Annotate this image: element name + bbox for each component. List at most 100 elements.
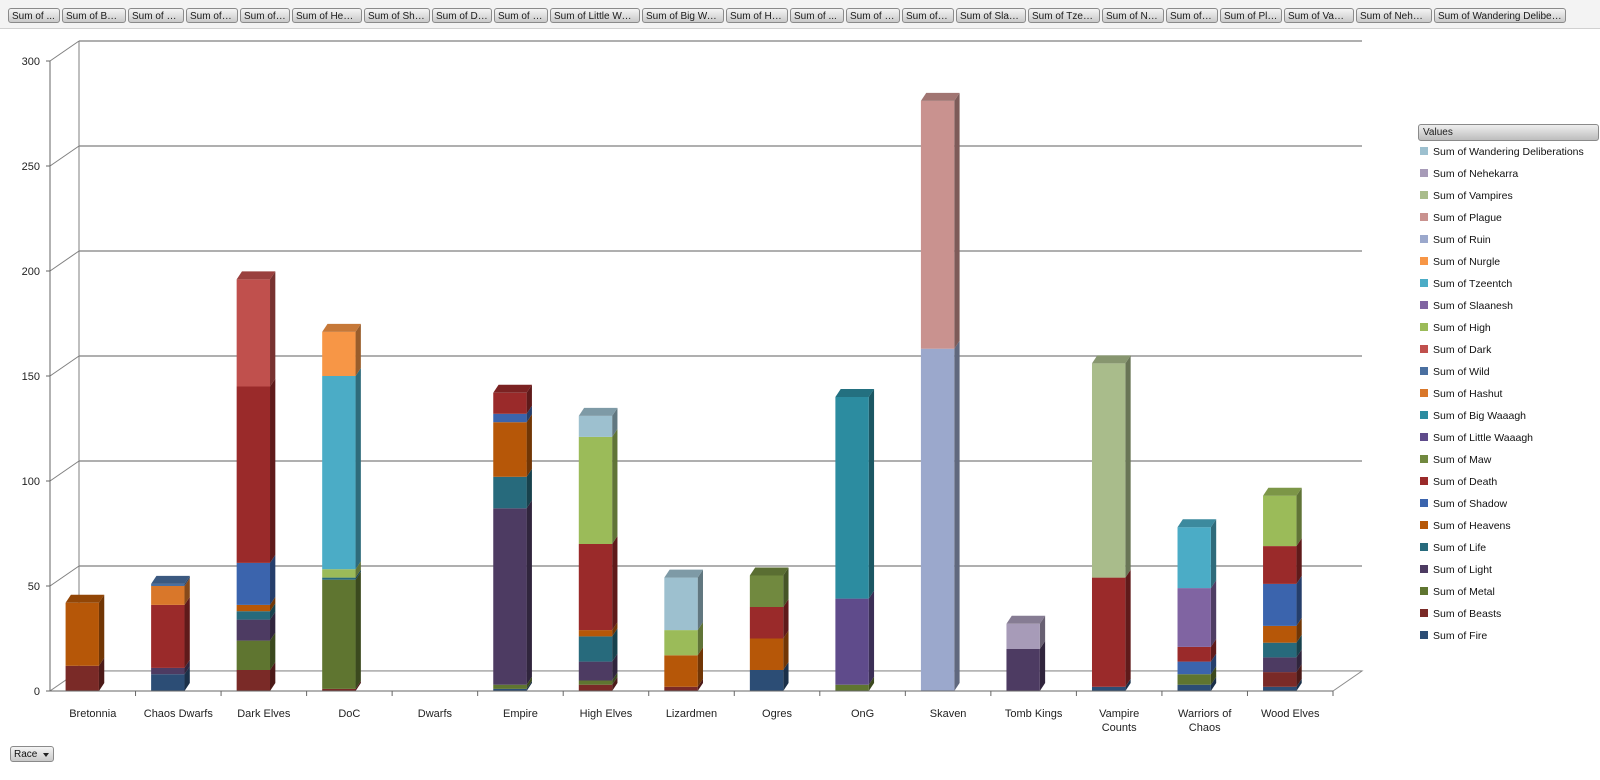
bar-segment-side-13-7 xyxy=(1210,638,1217,662)
filter-button-13[interactable]: Sum of D... xyxy=(846,8,900,23)
bar-segment-13-0 xyxy=(1177,684,1211,691)
filter-button-15[interactable]: Sum of Slaan... xyxy=(956,8,1026,23)
bar-top-1 xyxy=(151,575,190,584)
filter-button-3[interactable]: Sum of Li... xyxy=(186,8,238,23)
bar-segment-side-6-5 xyxy=(612,622,618,637)
bar-segment-side-11-21 xyxy=(1039,615,1046,649)
bar-segment-6-2 xyxy=(578,680,613,685)
y-tick-label-4: 200 xyxy=(22,266,40,278)
x-tick-label-12-line2: Counts xyxy=(1102,722,1137,734)
bar-segment-6-3 xyxy=(578,661,613,681)
y-tick-label-5: 250 xyxy=(22,161,40,173)
filter-button-2[interactable]: Sum of M... xyxy=(128,8,184,23)
race-axis-field-button[interactable]: Race xyxy=(10,746,54,762)
legend-swatch-14 xyxy=(1420,323,1428,332)
filter-button-22[interactable]: Sum of Wandering Delibera... xyxy=(1434,8,1566,23)
bar-segment-side-3-4 xyxy=(355,569,361,580)
filter-button-5[interactable]: Sum of Heav... xyxy=(292,8,362,23)
filter-button-16[interactable]: Sum of Tzeen... xyxy=(1028,8,1100,23)
filter-button-9[interactable]: Sum of Little Waa... xyxy=(550,8,640,23)
bar-segment-14-0 xyxy=(1263,686,1297,691)
bar-segment-side-2-13 xyxy=(270,271,276,387)
bar-segment-9-10 xyxy=(835,397,869,599)
bar-segment-10-19 xyxy=(920,100,955,349)
x-tick-label-2: Dark Elves xyxy=(237,708,291,720)
bar-segment-14-5 xyxy=(1263,625,1297,643)
legend-swatch-15 xyxy=(1420,301,1428,310)
bar-segment-11-3 xyxy=(1006,649,1040,691)
filter-button-7[interactable]: Sum of De... xyxy=(432,8,492,23)
bar-segment-6-1 xyxy=(578,684,613,691)
filter-button-19[interactable]: Sum of Pla... xyxy=(1220,8,1282,23)
y-tick-label-3: 150 xyxy=(22,371,40,383)
bar-segment-3-14 xyxy=(322,569,356,578)
filter-button-17[interactable]: Sum of Nur... xyxy=(1102,8,1164,23)
bar-segment-side-12-7 xyxy=(1125,569,1131,687)
bar-segment-7-22 xyxy=(664,577,698,631)
bar-segment-6-22 xyxy=(578,415,613,437)
bar-segment-6-14 xyxy=(578,436,613,544)
bar-segment-3-16 xyxy=(322,376,356,570)
bar-top-8 xyxy=(749,567,789,576)
filter-button-21[interactable]: Sum of Nehek... xyxy=(1356,8,1432,23)
legend-label-11: Sum of Hashut xyxy=(1433,388,1503,400)
filter-button-1[interactable]: Sum of Bea... xyxy=(62,8,126,23)
filter-button-4[interactable]: Sum of ... xyxy=(240,8,290,23)
x-tick-label-9: OnG xyxy=(851,708,874,720)
bar-segment-5-6 xyxy=(493,413,527,423)
filter-button-20[interactable]: Sum of Vampi... xyxy=(1284,8,1354,23)
bar-top-11 xyxy=(1006,615,1046,624)
filter-button-10[interactable]: Sum of Big Waa... xyxy=(642,8,724,23)
bar-segment-12-7 xyxy=(1091,577,1126,687)
filter-button-6[interactable]: Sum of Sha... xyxy=(364,8,430,23)
bar-top-0 xyxy=(65,594,105,603)
y-tick-label-0: 0 xyxy=(34,686,40,698)
legend-swatch-8 xyxy=(1420,455,1428,464)
legend-header[interactable]: Values xyxy=(1418,124,1599,141)
bar-segment-9-2 xyxy=(835,684,869,691)
legend-item-1: Sum of Beasts xyxy=(1420,607,1501,621)
filter-button-12[interactable]: Sum of ... xyxy=(790,8,844,23)
bar-stack-14 xyxy=(1263,487,1302,691)
bar-segment-1-7 xyxy=(151,604,185,668)
bar-segment-3-17 xyxy=(322,331,356,376)
bar-segment-side-1-11 xyxy=(184,578,190,605)
bar-segment-8-7 xyxy=(749,607,784,639)
chart-axes: 0 50 100 150 200 250 300 Bretonnia Chaos Dwarfs D… xyxy=(22,56,1334,734)
legend-item-5: Sum of Heavens xyxy=(1420,519,1511,533)
gridline-diag-6 xyxy=(49,40,80,62)
bar-segment-side-10-18 xyxy=(954,340,960,691)
legend-label-7: Sum of Death xyxy=(1433,476,1498,488)
bar-segment-14-7 xyxy=(1263,546,1297,584)
x-tick-label-0: Bretonnia xyxy=(69,708,117,720)
bar-top-6 xyxy=(578,407,618,416)
bar-segment-side-1-3 xyxy=(184,659,190,675)
bar-top-12 xyxy=(1091,355,1131,364)
filter-button-0[interactable]: Sum of ... xyxy=(8,8,60,23)
filter-button-18[interactable]: Sum of R... xyxy=(1166,8,1218,23)
bar-segment-13-15 xyxy=(1177,588,1211,647)
legend-item-0: Sum of Fire xyxy=(1420,629,1487,643)
filter-button-14[interactable]: Sum of H... xyxy=(902,8,954,23)
x-tick-label-13-line1: Warriors of xyxy=(1178,708,1232,720)
bar-segment-side-2-2 xyxy=(270,632,276,670)
bar-segment-side-10-19 xyxy=(954,92,960,349)
bar-segment-14-3 xyxy=(1263,657,1297,673)
filter-button-8[interactable]: Sum of M... xyxy=(494,8,548,23)
bar-segment-side-9-10 xyxy=(868,389,875,599)
bar-segment-side-14-14 xyxy=(1296,487,1302,547)
legend-label-4: Sum of Life xyxy=(1433,542,1487,554)
bar-segment-side-3-16 xyxy=(355,368,361,570)
bar-segment-5-0 xyxy=(493,688,527,691)
legend-label-5: Sum of Heavens xyxy=(1433,520,1511,532)
bar-segment-side-13-0 xyxy=(1210,676,1217,691)
filter-button-11[interactable]: Sum of Has... xyxy=(726,8,788,23)
x-tick-label-5: Empire xyxy=(503,708,538,720)
bar-segment-3-4 xyxy=(322,577,356,580)
x-tick-label-10: Skaven xyxy=(930,708,967,720)
bar-segment-10-18 xyxy=(920,348,955,691)
legend-swatch-2 xyxy=(1420,587,1428,596)
bar-stack-7 xyxy=(664,569,703,691)
bar-segment-side-6-7 xyxy=(612,536,618,631)
bar-segment-side-13-15 xyxy=(1210,580,1217,647)
